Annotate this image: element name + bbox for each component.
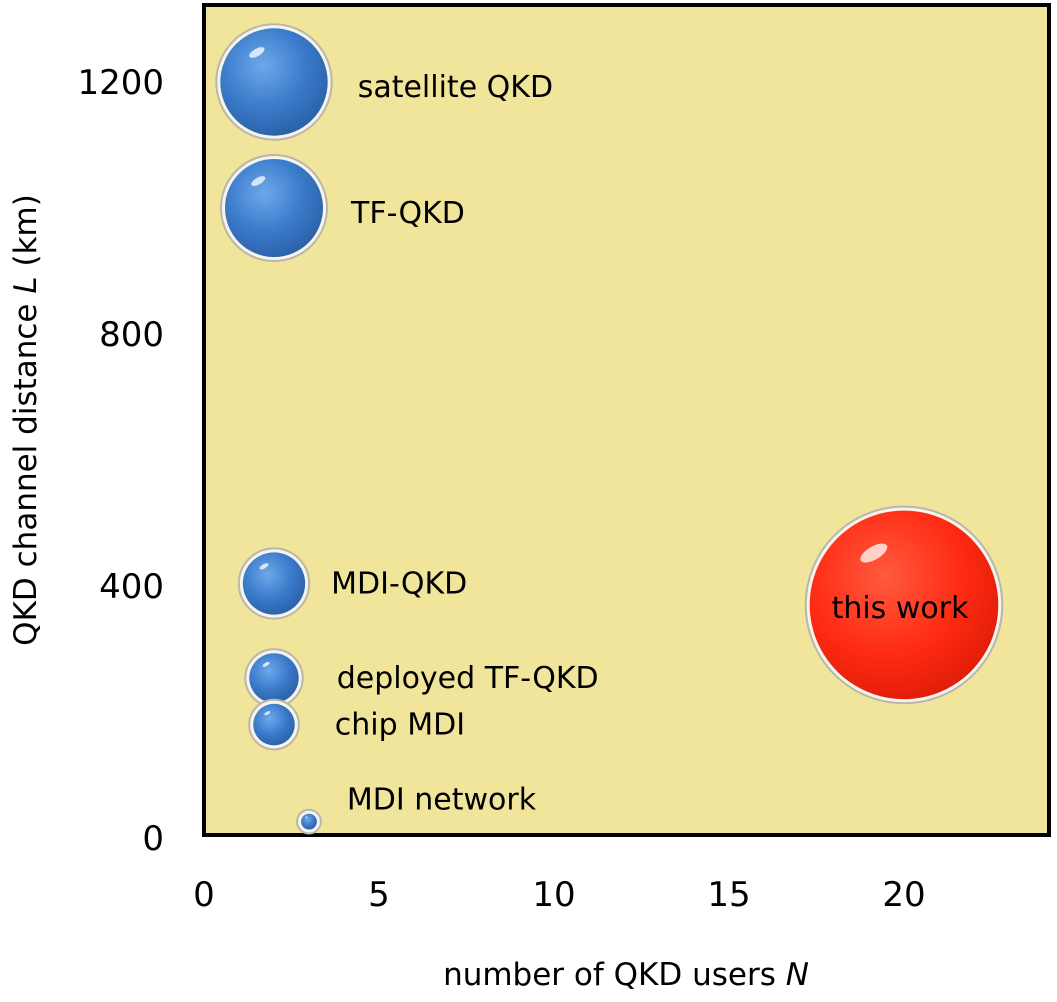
bubble-marker [224, 158, 324, 258]
x-tick-label: 10 [532, 875, 575, 915]
x-tick-label: 0 [193, 875, 215, 915]
bubble-marker [809, 510, 999, 700]
y-tick-label: 1200 [77, 63, 164, 103]
y-axis-ticks: 0 400 800 1200 [77, 63, 164, 859]
y-axis-label: QKD channel distance L (km) [8, 194, 44, 646]
bubble-point: TF-QKD [219, 153, 465, 263]
x-tick-label: 5 [368, 875, 390, 915]
y-tick-label: 800 [99, 315, 164, 355]
bubble-highlight [251, 176, 266, 186]
bubble-marker [242, 552, 306, 615]
bubble-marker [253, 703, 295, 746]
point-label: MDI network [347, 783, 537, 818]
x-axis-ticks: 0 5 10 15 20 [193, 875, 925, 915]
plot-area [202, 3, 1051, 837]
point-label: chip MDI [335, 708, 465, 743]
bubble-point: satellite QKD [215, 23, 553, 141]
bubble-marker [301, 813, 317, 830]
y-tick-label: 400 [99, 567, 164, 607]
bubble-point: chip MDI [248, 698, 465, 751]
point-label: TF-QKD [350, 196, 465, 231]
point-label: this work [832, 591, 970, 626]
bubble-point: deployed TF-QKD [244, 648, 599, 708]
y-tick-label: 0 [142, 819, 164, 859]
bubble-marker [249, 653, 299, 703]
bubble-point: MDI-QKD [237, 547, 467, 620]
point-label: deployed TF-QKD [337, 661, 599, 696]
point-label: MDI-QKD [331, 566, 467, 601]
point-label: satellite QKD [358, 70, 553, 105]
bubble-highlight [860, 543, 888, 563]
x-tick-label: 15 [707, 875, 750, 915]
bubble-highlight [249, 47, 265, 58]
bubble-point: MDI network [296, 783, 537, 835]
bubble-point: this work [804, 505, 1004, 705]
bubble-highlight [264, 711, 271, 716]
x-axis-label: number of QKD users N [443, 957, 809, 993]
bubble-series: satellite QKD TF-QKD MDI-QKD deployed TF-QK… [215, 23, 1004, 835]
bubble-highlight [259, 563, 269, 570]
bubble-highlight [305, 816, 308, 819]
bubble-marker [220, 28, 328, 136]
x-tick-label: 20 [882, 875, 925, 915]
bubble-highlight [262, 661, 270, 667]
